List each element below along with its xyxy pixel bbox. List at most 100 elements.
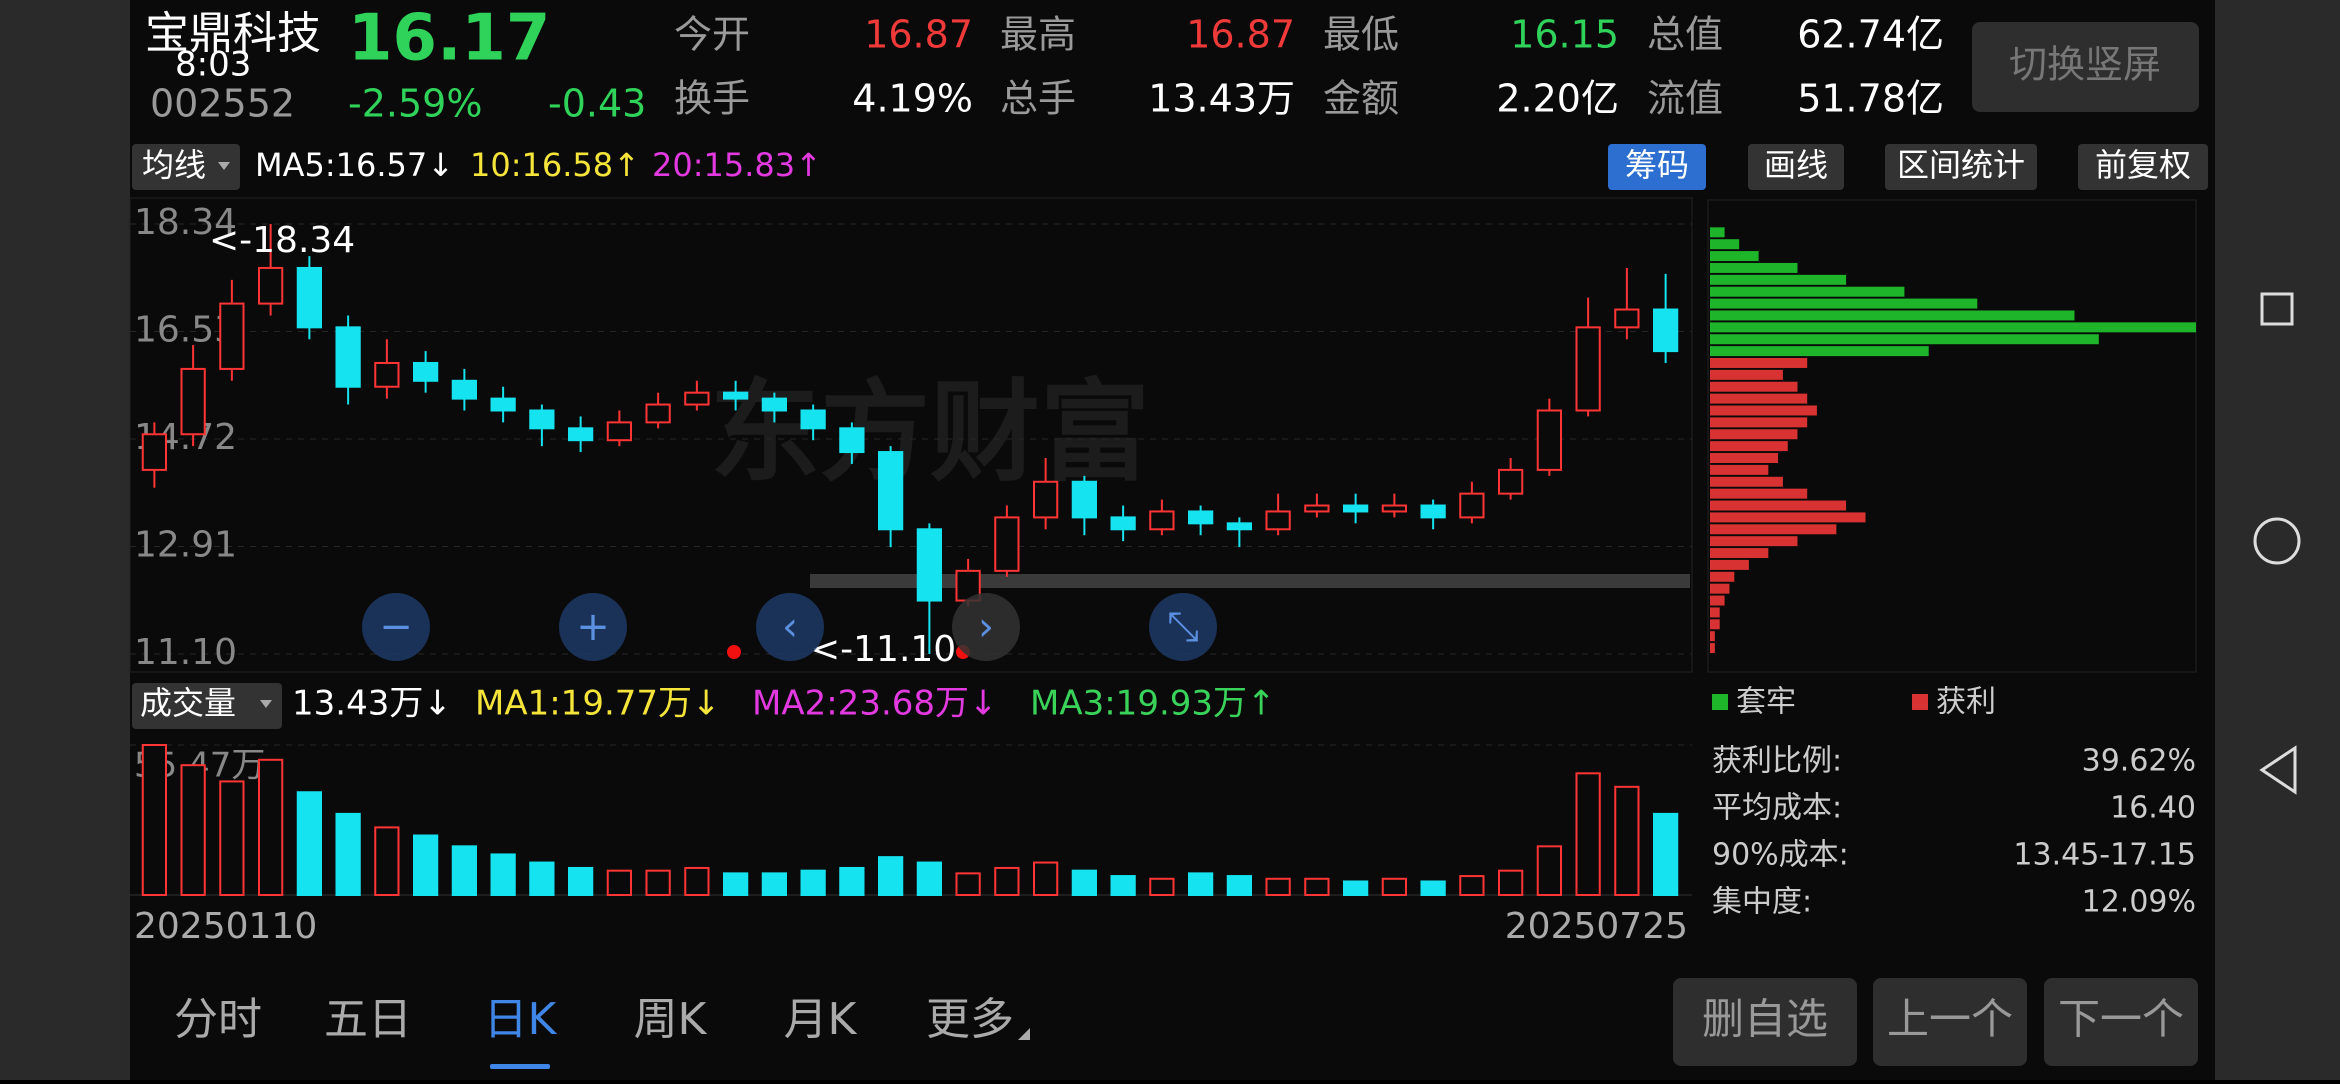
chip-bar bbox=[1710, 595, 1725, 606]
zoom-button[interactable] bbox=[362, 593, 430, 661]
range-band bbox=[810, 574, 1690, 588]
annotation: <-11.10 bbox=[810, 629, 956, 670]
zoom-button[interactable] bbox=[1149, 593, 1217, 661]
legend-swatch bbox=[1912, 694, 1928, 710]
legend-label: 获利 bbox=[1936, 685, 1996, 720]
stock-price: 16.17 bbox=[348, 2, 550, 76]
back-button[interactable] bbox=[2259, 745, 2297, 795]
quote-label: 总值 bbox=[1647, 13, 1723, 57]
ma-menu-label: 均线 bbox=[142, 146, 206, 184]
volume-bar bbox=[1343, 880, 1369, 897]
stat-label: 平均成本: bbox=[1712, 791, 1842, 826]
stat-value: 39.62% bbox=[2082, 744, 2196, 779]
chip-bar bbox=[1710, 417, 1808, 428]
tab[interactable]: 周K bbox=[634, 994, 708, 1045]
tab[interactable]: 更多 bbox=[926, 994, 1014, 1045]
zoom-button[interactable] bbox=[756, 593, 824, 661]
candle-body bbox=[1071, 480, 1097, 519]
candle-body bbox=[645, 403, 671, 424]
stock-name: 宝鼎科技 bbox=[145, 8, 321, 59]
menu-arrow bbox=[218, 162, 230, 170]
candle-body bbox=[800, 409, 826, 430]
candle-body bbox=[916, 528, 942, 602]
home-button[interactable] bbox=[2253, 517, 2301, 565]
zoom-icon: − bbox=[379, 604, 413, 650]
quote-label: 换手 bbox=[674, 77, 750, 121]
tool-label: 画线 bbox=[1764, 146, 1828, 184]
zoom-button[interactable] bbox=[559, 593, 627, 661]
volume-indicator: MA3:19.93万↑ bbox=[1030, 684, 1276, 724]
chip-bar bbox=[1710, 369, 1783, 380]
candle-body bbox=[1188, 510, 1214, 525]
action-button[interactable] bbox=[1873, 978, 2027, 1066]
tab[interactable]: 分时 bbox=[174, 994, 262, 1045]
tool-button[interactable] bbox=[1748, 144, 1844, 190]
volume-bar bbox=[761, 872, 787, 897]
action-button[interactable] bbox=[1673, 978, 1857, 1066]
y-tick-label: 18.34 bbox=[134, 202, 237, 243]
chip-panel bbox=[1707, 199, 2197, 673]
candle-body bbox=[1614, 308, 1640, 329]
volume-bar bbox=[1614, 785, 1640, 897]
candle-body bbox=[1343, 504, 1369, 513]
chip-bar bbox=[1710, 393, 1808, 404]
tool-button[interactable] bbox=[1885, 144, 2037, 190]
left-margin bbox=[0, 0, 130, 1080]
chip-bar bbox=[1710, 559, 1749, 570]
candle-body bbox=[1575, 326, 1601, 412]
volume-bar bbox=[413, 834, 439, 896]
chip-bar bbox=[1710, 643, 1715, 654]
candle-body bbox=[994, 516, 1020, 572]
chip-bar bbox=[1710, 405, 1817, 416]
tab[interactable]: 日K bbox=[484, 994, 558, 1045]
zoom-icon: + bbox=[576, 604, 610, 650]
stock-code: 002552 bbox=[150, 82, 295, 126]
tool-button[interactable] bbox=[1608, 144, 1706, 190]
volume-bar bbox=[296, 791, 322, 897]
chip-bar bbox=[1710, 500, 1847, 511]
chip-bar bbox=[1710, 476, 1783, 487]
volume-bar bbox=[1071, 869, 1097, 897]
candle-body bbox=[258, 266, 284, 305]
quote-label: 最高 bbox=[1000, 13, 1076, 57]
chip-bar bbox=[1710, 548, 1769, 559]
volume-menu[interactable] bbox=[132, 683, 282, 729]
volume-bar bbox=[258, 758, 284, 897]
candle-body bbox=[219, 302, 245, 370]
volume-bar bbox=[723, 872, 749, 897]
x-label: 20250110 bbox=[134, 906, 317, 947]
volume-bar bbox=[1575, 772, 1601, 897]
more-arrow bbox=[1018, 1028, 1030, 1040]
tool-label: 前复权 bbox=[2095, 146, 2191, 184]
legend-label: 套牢 bbox=[1736, 685, 1796, 720]
candle-body bbox=[1459, 492, 1485, 519]
action-button[interactable] bbox=[2044, 978, 2198, 1066]
candle-body bbox=[490, 397, 516, 412]
candle-body bbox=[1498, 468, 1524, 495]
zoom-icon: ⤡ bbox=[1167, 604, 1199, 650]
chip-bar bbox=[1710, 631, 1715, 642]
tool-label: 筹码 bbox=[1625, 146, 1689, 184]
tab[interactable]: 五日 bbox=[324, 994, 412, 1045]
volume-bar bbox=[1265, 877, 1291, 897]
ma-menu[interactable] bbox=[132, 144, 240, 190]
volume-bar bbox=[800, 869, 826, 897]
tool-button[interactable] bbox=[2078, 144, 2208, 190]
app-background bbox=[130, 0, 2215, 1080]
recent-button[interactable] bbox=[2260, 292, 2294, 326]
candle-body bbox=[761, 397, 787, 412]
chip-bar bbox=[1710, 524, 1837, 535]
volume-bar bbox=[684, 866, 710, 897]
volume-bar bbox=[490, 853, 516, 897]
volume-bar bbox=[1459, 875, 1485, 897]
toggle-button[interactable] bbox=[1972, 22, 2199, 112]
tab[interactable]: 月K bbox=[784, 994, 858, 1045]
stat-label: 获利比例: bbox=[1712, 744, 1842, 779]
chip-bar bbox=[1710, 571, 1735, 582]
quote-value: 16.15 bbox=[1510, 13, 1619, 57]
chip-bar bbox=[1710, 262, 1798, 273]
zoom-button[interactable] bbox=[952, 593, 1020, 661]
quote-value: 2.20亿 bbox=[1496, 77, 1619, 121]
candle-body bbox=[296, 266, 322, 329]
